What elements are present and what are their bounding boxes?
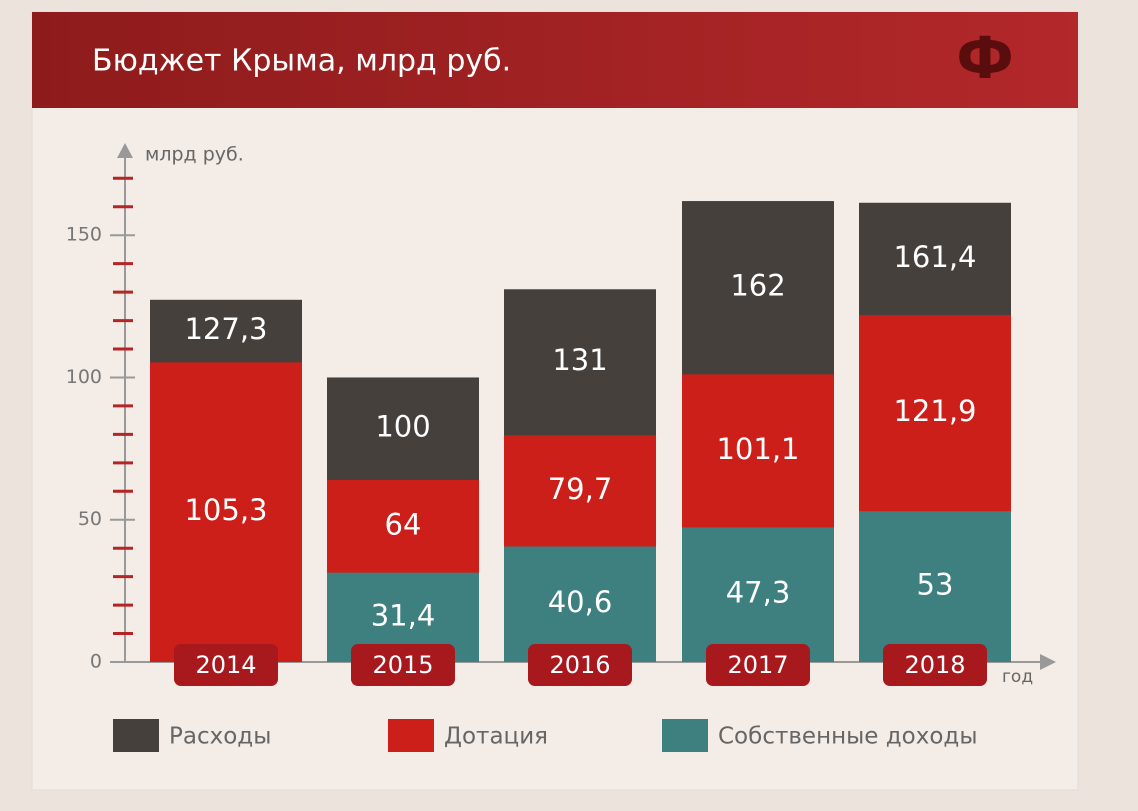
year-box <box>883 644 987 686</box>
value-label: 161,4 <box>893 240 976 274</box>
legend-swatch <box>388 719 434 752</box>
year-box <box>174 644 278 686</box>
year-box <box>528 644 632 686</box>
logo: Ф <box>956 24 1014 92</box>
x-tick-label: 2015 <box>372 651 433 679</box>
y-tick-label: 0 <box>90 651 102 673</box>
y-axis-label: млрд руб. <box>145 144 244 166</box>
header <box>32 12 1078 108</box>
bar <box>150 362 302 662</box>
x-axis-label: год <box>1002 667 1033 687</box>
value-label: 131 <box>552 343 607 377</box>
x-axis-arrow <box>1040 654 1056 670</box>
value-label: 64 <box>385 507 422 541</box>
y-axis-arrow <box>117 143 133 158</box>
value-label: 47,3 <box>726 576 791 610</box>
bar <box>504 546 656 662</box>
bar <box>682 527 834 662</box>
x-tick-label: 2016 <box>549 651 610 679</box>
y-tick-label: 100 <box>66 366 102 388</box>
value-label: 101,1 <box>716 432 799 466</box>
value-label: 79,7 <box>548 472 613 506</box>
year-box <box>706 644 810 686</box>
x-tick-label: 2018 <box>904 651 965 679</box>
x-tick-label: 2017 <box>727 651 788 679</box>
legend-swatch <box>113 719 159 752</box>
value-label: 121,9 <box>893 394 976 428</box>
legend-label: Дотация <box>444 724 548 750</box>
chart-title: Бюджет Крыма, млрд руб. <box>92 44 511 79</box>
value-label: 31,4 <box>371 598 436 632</box>
value-label: 162 <box>730 269 785 303</box>
legend-label: Собственные доходы <box>718 724 977 750</box>
legend-swatch <box>662 719 708 752</box>
year-box <box>351 644 455 686</box>
legend-label: Расходы <box>169 724 271 750</box>
value-label: 53 <box>917 568 954 602</box>
value-label: 105,3 <box>184 493 267 527</box>
x-tick-label: 2014 <box>195 651 256 679</box>
value-label: 40,6 <box>548 585 613 619</box>
bar <box>859 511 1011 662</box>
value-label: 127,3 <box>184 312 267 346</box>
value-label: 100 <box>375 410 430 444</box>
y-tick-label: 50 <box>78 508 102 530</box>
y-tick-label: 150 <box>66 224 102 246</box>
